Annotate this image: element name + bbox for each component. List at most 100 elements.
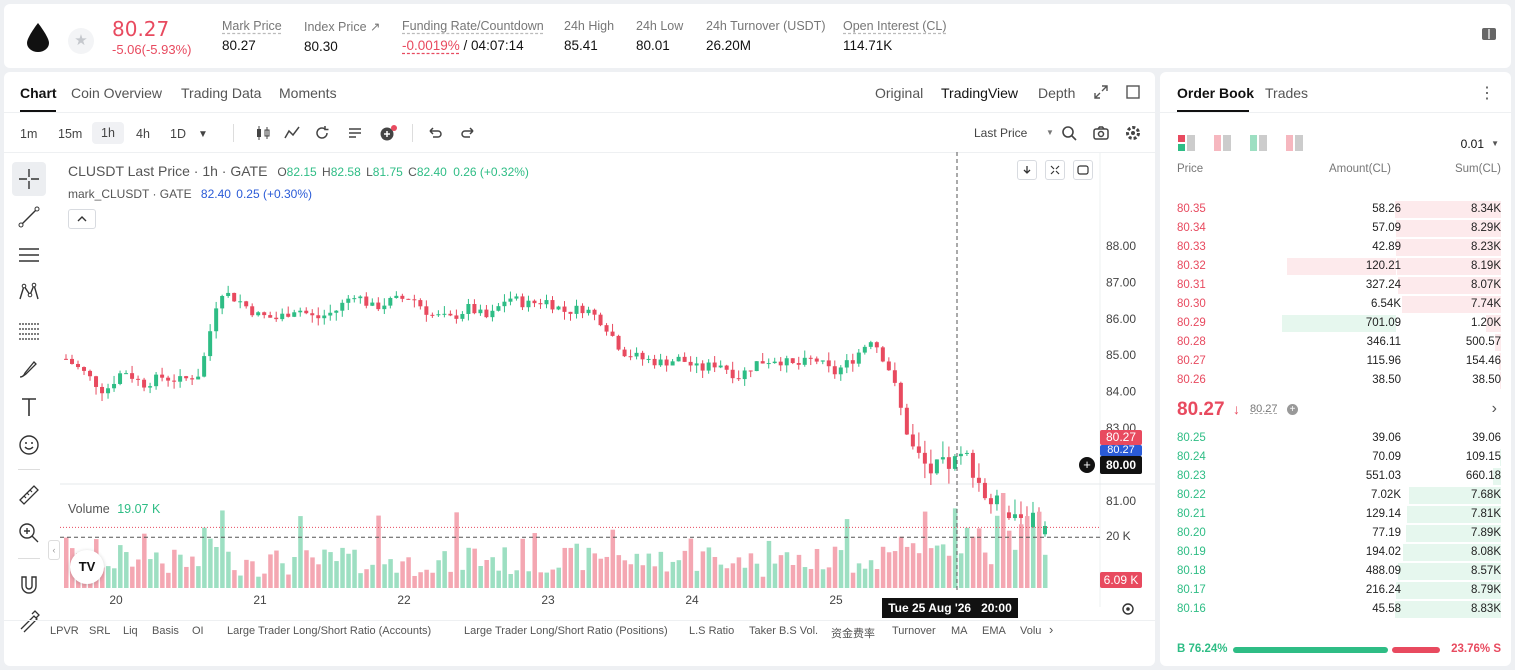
tab-coin-overview[interactable]: Coin Overview [71,85,163,101]
brush-tool-icon[interactable] [12,352,46,386]
stat-index-price[interactable]: Index Price ↗ 80.30 [304,20,381,54]
fib-tool-icon[interactable] [12,314,46,348]
tab-chart[interactable]: Chart [20,85,57,101]
view-tradingview[interactable]: TradingView [941,85,1019,101]
bid-row[interactable]: 80.20 77.19 7.89K [1160,524,1511,543]
redo-icon[interactable] [459,124,477,142]
ask-row[interactable]: 80.28 346.11 500.57 [1160,333,1511,352]
ask-row[interactable]: 80.32 120.21 8.19K [1160,257,1511,276]
collapse-arrows-icon[interactable] [1045,160,1065,180]
bid-row[interactable]: 80.22 7.02K 7.68K [1160,486,1511,505]
add-order-plus-icon[interactable]: + [1079,457,1095,473]
crosshair-tool-icon[interactable] [12,162,46,196]
ask-row[interactable]: 80.31 327.24 8.07K [1160,276,1511,295]
tf-1h[interactable]: 1h [92,122,124,144]
tab-trading-data[interactable]: Trading Data [181,85,262,101]
indicator-lt-accounts[interactable]: Large Trader Long/Short Ratio (Accounts) [227,625,432,637]
view-asks-icon[interactable] [1214,135,1231,151]
refresh-icon[interactable] [313,124,331,142]
ask-row[interactable]: 80.27 115.96 154.46 [1160,352,1511,371]
magnet-tool-icon[interactable] [12,568,46,602]
pattern-tool-icon[interactable] [12,276,46,310]
tf-4h[interactable]: 4h [136,127,150,141]
mid-chevron-icon[interactable]: › [1491,400,1497,417]
indicator-srl[interactable]: SRL [89,625,111,637]
indicator-turnover[interactable]: Turnover [892,625,936,637]
indicator-oi[interactable]: OI [192,625,204,637]
tf-1d[interactable]: 1D [170,127,186,141]
mark-info-icon[interactable]: + [1287,404,1298,415]
price-source-chevron-icon[interactable]: ▼ [1046,128,1054,137]
indicator-lpvr[interactable]: LPVR [50,625,79,637]
scroll-down-icon[interactable] [1017,160,1037,180]
indicator-taker-vol[interactable]: Taker B.S Vol. [749,625,819,637]
more-options-icon[interactable]: ⋮ [1479,85,1495,102]
book-icon[interactable] [1481,26,1497,42]
indicator-volume[interactable]: Volu [1020,625,1042,637]
indicator-funding-rate[interactable]: 资金费率 [831,628,875,640]
depth-bar [1395,201,1501,218]
horizontal-lines-tool-icon[interactable] [12,238,46,272]
favorite-star-icon[interactable]: ★ [68,28,94,54]
indicator-ls-ratio[interactable]: L.S Ratio [689,625,735,637]
view-depth[interactable]: Depth [1038,85,1076,101]
templates-icon[interactable] [346,124,364,142]
bid-row[interactable]: 80.25 39.06 39.06 [1160,429,1511,448]
undo-icon[interactable] [426,124,444,142]
indicators-icon[interactable] [283,124,301,142]
view-original[interactable]: Original [875,85,924,101]
bid-row[interactable]: 80.21 129.14 7.81K [1160,505,1511,524]
indicator-basis[interactable]: Basis [152,625,179,637]
tab-moments[interactable]: Moments [279,85,337,101]
view-depth-icon[interactable] [1286,135,1303,151]
camera-icon[interactable] [1092,124,1110,142]
view-both-icon[interactable] [1178,135,1195,151]
bid-row[interactable]: 80.23 551.03 660.18 [1160,467,1511,486]
ask-row[interactable]: 80.33 42.89 8.23K [1160,238,1511,257]
trend-line-tool-icon[interactable] [12,200,46,234]
candle-body [508,298,513,302]
candle-body [856,352,861,364]
ask-row[interactable]: 80.29 701.09 1.20K [1160,314,1511,333]
tf-1m[interactable]: 1m [20,127,38,141]
bid-row[interactable]: 80.16 45.58 8.83K [1160,600,1511,619]
tf-15m[interactable]: 15m [58,127,83,141]
expand-icon[interactable] [1094,85,1108,99]
ask-row[interactable]: 80.30 6.54K 7.74K [1160,295,1511,314]
precision-select[interactable]: 0.01 [1460,137,1484,151]
view-bids-icon[interactable] [1250,135,1267,151]
indicators-next-icon[interactable]: › [1049,622,1054,637]
indicator-ema[interactable]: EMA [982,625,1006,637]
bid-row[interactable]: 80.18 488.09 8.57K [1160,562,1511,581]
axis-settings-icon[interactable] [1120,601,1136,617]
indicator-lt-positions[interactable]: Large Trader Long/Short Ratio (Positions… [464,625,668,637]
window-icon[interactable] [1126,85,1140,99]
tab-order-book[interactable]: Order Book [1177,85,1255,101]
ask-row[interactable]: 80.35 58.26 8.34K [1160,200,1511,219]
zoom-in-tool-icon[interactable] [12,516,46,550]
settings-gear-icon[interactable] [1124,124,1142,142]
price-source-select[interactable]: Last Price [974,126,1028,140]
indicator-liq[interactable]: Liq [123,625,138,637]
bid-row[interactable]: 80.17 216.24 8.79K [1160,581,1511,600]
tf-dropdown-icon[interactable]: ▼ [198,129,208,140]
ruler-tool-icon[interactable] [12,478,46,512]
emoji-tool-icon[interactable] [12,428,46,462]
indicator-ma[interactable]: MA [951,625,968,637]
precision-chevron-icon[interactable]: ▼ [1491,139,1499,148]
text-tool-icon[interactable] [12,390,46,424]
search-icon[interactable] [1060,124,1078,142]
volume-bar [448,571,453,588]
pane-scroll-left-icon[interactable]: ‹ [48,540,60,560]
ask-row[interactable]: 80.34 57.09 8.29K [1160,219,1511,238]
bid-row[interactable]: 80.19 194.02 8.08K [1160,543,1511,562]
ask-row[interactable]: 80.26 38.50 38.50 [1160,371,1511,390]
lock-draw-tool-icon[interactable] [12,604,46,638]
bid-row[interactable]: 80.24 70.09 109.15 [1160,448,1511,467]
price-chart[interactable]: 88.0087.0086.0085.0084.0083.0082.0081.00… [60,152,1155,607]
add-plugin-icon[interactable] [379,124,397,142]
collapse-legend-button[interactable] [68,209,96,229]
candle-type-icon[interactable] [254,124,272,142]
tab-trades[interactable]: Trades [1265,85,1309,101]
swap-pane-icon[interactable] [1073,160,1093,180]
